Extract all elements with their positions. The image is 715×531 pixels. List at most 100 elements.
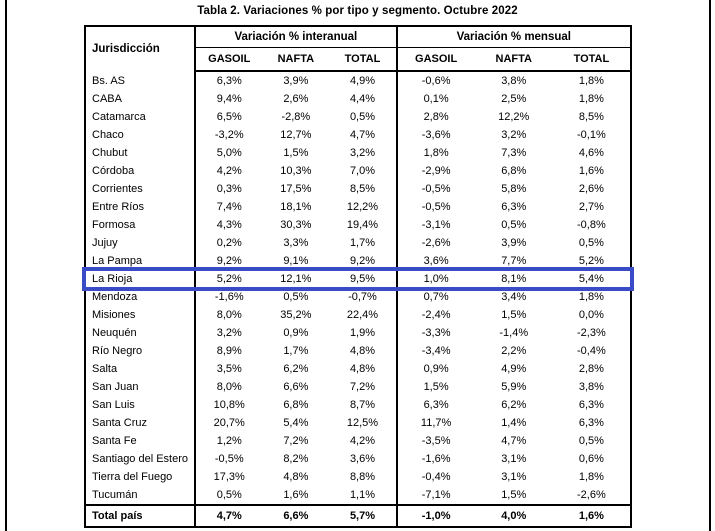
column-header-interanual-total: TOTAL <box>329 47 397 72</box>
value-cell: -3,2% <box>214 129 244 141</box>
value-cell: 8,2% <box>283 453 309 465</box>
value-cell: 3,6% <box>329 450 398 468</box>
table-row: Salta 3,5% 6,2% 4,8% 0,9% 4,9% 2,8% <box>85 360 631 378</box>
value-cell: 7,2% <box>283 435 309 447</box>
value-cell: -2,4% <box>421 309 451 321</box>
value-cell: 0,9% <box>283 327 309 339</box>
value-cell: 3,8% <box>578 381 604 393</box>
value-cell: 30,3% <box>280 219 312 231</box>
value-cell: 8,0% <box>216 309 242 321</box>
value-cell: 1,0% <box>423 273 449 285</box>
value-cell: -2,6% <box>577 489 606 501</box>
group-header-interanual: Variación % interanual <box>195 26 397 48</box>
value-cell: 4,0% <box>501 510 527 522</box>
jurisdiction-cell: Misiones <box>85 306 197 324</box>
value-cell: 3,2% <box>216 327 242 339</box>
table-row: Río Negro 8,9% 1,7% 4,8% -3,4% 2,2% -0,4% <box>85 342 631 360</box>
jurisdiction-cell: Tierra del Fuego <box>85 468 197 486</box>
value-cell: -0,6% <box>421 75 451 87</box>
value-cell: 4,6% <box>578 147 604 159</box>
value-cell: -2,6% <box>421 237 451 249</box>
value-cell: -1,0% <box>421 510 451 522</box>
value-cell: 1,5% <box>501 489 527 501</box>
value-cell: 6,2% <box>283 363 309 375</box>
value-cell: 12,2% <box>329 198 398 216</box>
value-cell: 1,6% <box>283 489 309 501</box>
value-cell: 12,2% <box>498 111 530 123</box>
value-cell: 2,6% <box>283 93 309 105</box>
value-cell: 1,6% <box>578 510 604 522</box>
jurisdiction-cell: Mendoza <box>85 288 197 306</box>
value-cell: 6,3% <box>501 201 527 213</box>
table-title: Tabla 2. Variaciones % por tipo y segmen… <box>197 5 518 17</box>
value-cell: 0,5% <box>216 489 242 501</box>
value-cell: 6,3% <box>578 417 604 429</box>
value-cell: 4,7% <box>501 435 527 447</box>
value-cell: 5,7% <box>329 505 398 527</box>
value-cell: 2,5% <box>501 93 527 105</box>
table-row: Santa Fe 1,2% 7,2% 4,2% -3,5% 4,7% 0,5% <box>85 432 631 450</box>
table-row: Catamarca 6,5% -2,8% 0,5% 2,8% 12,2% 8,5% <box>85 108 631 126</box>
table-row: Corrientes 0,3% 17,5% 8,5% -0,5% 5,8% 2,6% <box>85 180 631 198</box>
value-cell: 3,1% <box>501 453 527 465</box>
value-cell: 5,4% <box>578 273 604 285</box>
table-row: La Pampa 9,2% 9,1% 9,2% 3,6% 7,7% 5,2% <box>85 252 631 270</box>
value-cell: -0,5% <box>421 183 451 195</box>
table-row-highlighted: La Rioja 5,2% 12,1% 9,5% 1,0% 8,1% 5,4% <box>82 267 634 291</box>
value-cell: 0,5% <box>578 435 604 447</box>
jurisdiction-cell: Salta <box>85 360 197 378</box>
value-cell: 1,8% <box>578 93 604 105</box>
value-cell: 0,5% <box>283 291 309 303</box>
jurisdiction-cell: La Pampa <box>85 252 197 270</box>
column-header-interanual-nafta: NAFTA <box>262 47 330 72</box>
column-header-interanual-gasoil: GASOIL <box>195 47 263 72</box>
value-cell: 5,0% <box>216 147 242 159</box>
value-cell: 1,2% <box>216 435 242 447</box>
value-cell: 3,3% <box>283 237 309 249</box>
jurisdiction-cell: CABA <box>85 90 197 108</box>
value-cell: 3,1% <box>501 471 527 483</box>
value-cell: 0,5% <box>501 219 527 231</box>
value-cell: 4,8% <box>283 471 309 483</box>
value-cell: 6,2% <box>501 399 527 411</box>
value-cell: 10,3% <box>280 165 312 177</box>
value-cell: 11,7% <box>420 417 452 429</box>
value-cell: 1,8% <box>578 291 604 303</box>
value-cell: 1,5% <box>501 309 527 321</box>
table-row: CABA 9,4% 2,6% 4,4% 0,1% 2,5% 1,8% <box>85 90 631 108</box>
value-cell: 3,9% <box>283 75 309 87</box>
value-cell: 1,6% <box>578 165 604 177</box>
value-cell: -0,5% <box>421 201 451 213</box>
table-row: Chubut 5,0% 1,5% 3,2% 1,8% 7,3% 4,6% <box>85 144 631 162</box>
value-cell: 8,5% <box>578 111 604 123</box>
value-cell: 1,5% <box>423 381 449 393</box>
value-cell: -1,6% <box>214 291 244 303</box>
value-cell: -3,4% <box>421 345 451 357</box>
value-cell: 1,8% <box>578 75 604 87</box>
value-cell: 3,8% <box>501 75 527 87</box>
jurisdiction-cell: Chaco <box>85 126 197 144</box>
value-cell: 7,3% <box>501 147 527 159</box>
value-cell: -2,3% <box>577 327 606 339</box>
total-section: Total país 4,7% 6,6% 5,7% -1,0% 4,0% 1,6… <box>85 505 631 527</box>
value-cell: 5,2% <box>216 273 242 285</box>
value-cell: 0,9% <box>423 363 449 375</box>
value-cell: 0,6% <box>578 453 604 465</box>
value-cell: -2,8% <box>281 111 311 123</box>
value-cell: 6,8% <box>283 399 309 411</box>
value-cell: 6,6% <box>283 381 309 393</box>
table-row: Bs. AS 6,3% 3,9% 4,9% -0,6% 3,8% 1,8% <box>85 71 631 90</box>
jurisdiction-cell: Formosa <box>85 216 197 234</box>
value-cell: 9,2% <box>329 252 398 270</box>
value-cell: 6,6% <box>283 510 309 522</box>
value-cell: 4,3% <box>216 219 242 231</box>
table-row: Formosa 4,3% 30,3% 19,4% -3,1% 0,5% -0,8% <box>85 216 631 234</box>
value-cell: -0,4% <box>421 471 451 483</box>
value-cell: 1,7% <box>283 345 309 357</box>
value-cell: 0,5% <box>578 237 604 249</box>
column-header-mensual-total: TOTAL <box>552 47 631 72</box>
column-header-jurisdiccion: Jurisdicción <box>85 26 197 71</box>
table-row: Tierra del Fuego 17,3% 4,8% 8,8% -0,4% 3,1% 1,… <box>85 468 631 486</box>
value-cell: 2,8% <box>578 363 604 375</box>
